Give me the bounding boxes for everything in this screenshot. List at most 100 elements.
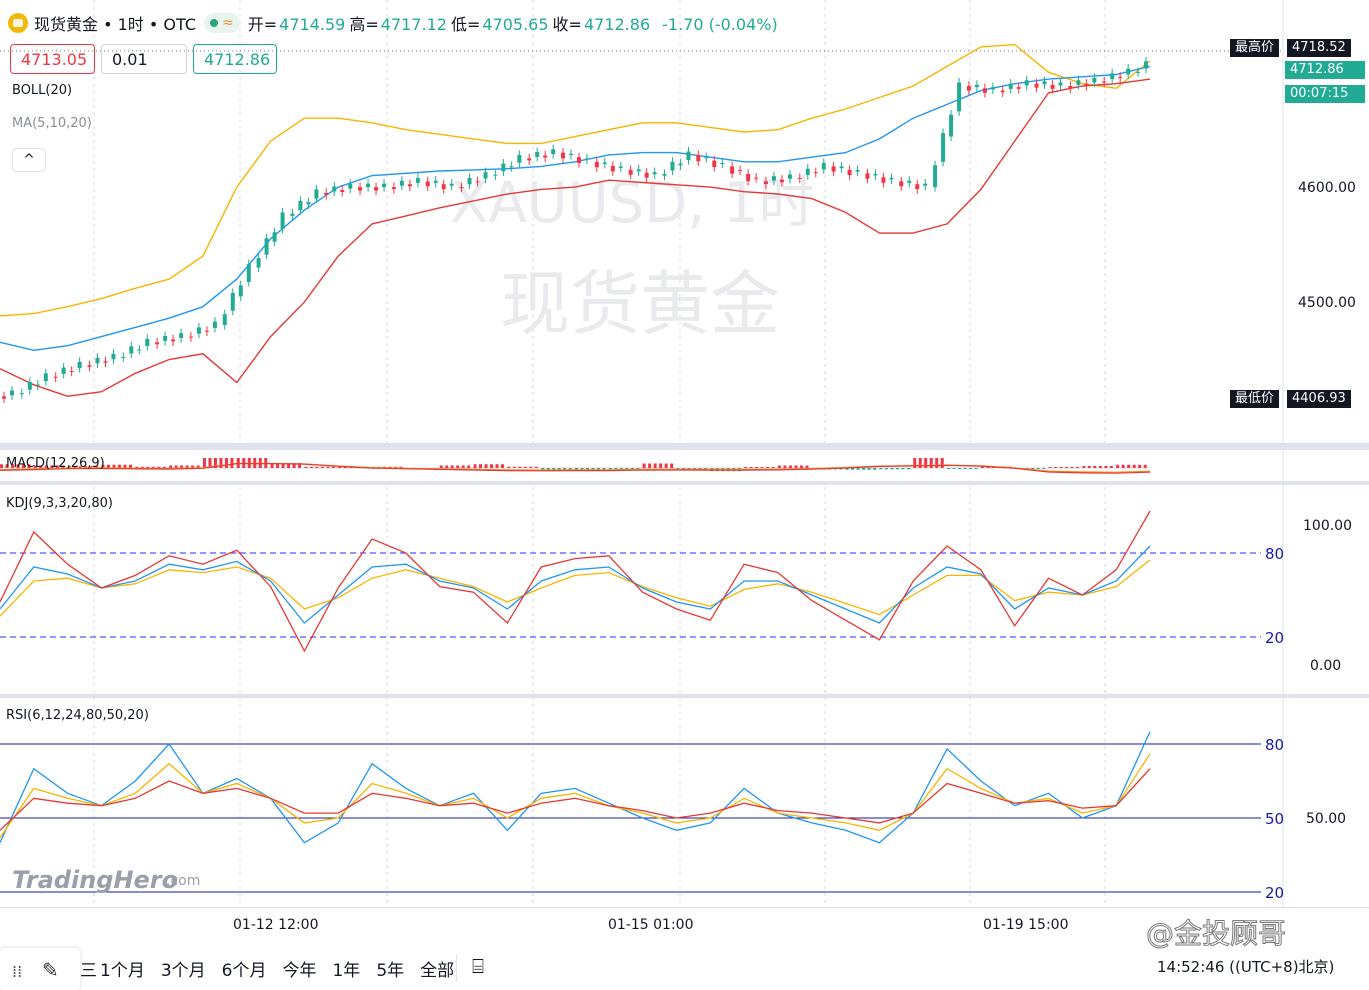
range-tab[interactable]: 5年 <box>376 961 405 981</box>
symbol-title[interactable]: 现货黄金 • 1时 • OTC <box>34 15 197 34</box>
candle-body <box>188 336 193 338</box>
drag-handle-icon[interactable]: ⁞⁞ <box>12 962 23 981</box>
boll-indicator-label[interactable]: BOLL(20) <box>12 83 73 98</box>
pane-separator <box>0 443 1369 450</box>
macd-histogram-bar <box>799 465 803 468</box>
candle-body <box>425 181 430 187</box>
macd-histogram-bar <box>591 468 595 470</box>
rsi-level-label: 80 <box>1265 736 1284 754</box>
candle-body <box>222 314 227 326</box>
range-frag[interactable]: 三 <box>80 961 97 981</box>
range-tab[interactable]: 1年 <box>332 961 361 981</box>
macd-histogram-bar <box>219 458 223 468</box>
candle-body <box>813 172 818 174</box>
macd-histogram-bar <box>276 463 280 468</box>
candle-body <box>535 152 540 157</box>
candle-body <box>290 213 295 216</box>
macd-histogram-bar <box>664 463 668 468</box>
candle-body <box>493 174 498 176</box>
macd-histogram-bar <box>568 468 572 470</box>
macd-histogram-bar <box>557 468 561 470</box>
macd-histogram-bar <box>224 458 228 468</box>
watermark-symbol: XAUUSD, 1时 <box>450 171 815 236</box>
ohlc-item: 开= 4714.59 <box>248 15 348 34</box>
candle-body <box>179 333 184 338</box>
macd-histogram-bar <box>974 468 978 469</box>
macd-histogram-bar <box>162 466 166 468</box>
candle-body <box>1110 73 1115 80</box>
macd-indicator-label[interactable]: MACD(12,26,9) <box>6 456 105 471</box>
candle-body <box>332 186 337 192</box>
candle-body <box>644 172 649 178</box>
low-price-label: 最低价 <box>1230 390 1280 408</box>
macd-histogram-bar <box>845 468 849 470</box>
kdj-indicator-label[interactable]: KDJ(9,3,3,20,80) <box>6 496 113 511</box>
candle-body <box>941 133 946 162</box>
macd-histogram-bar <box>456 465 460 468</box>
macd-histogram-bar <box>320 466 324 468</box>
macd-histogram-bar <box>490 464 494 468</box>
candle-body <box>467 177 472 185</box>
macd-histogram-bar <box>33 465 37 468</box>
macd-histogram-bar <box>940 458 944 468</box>
macd-histogram-bar <box>101 464 105 468</box>
price-tick-label: 4600.00 <box>1298 180 1356 196</box>
macd-histogram-bar <box>755 467 759 468</box>
timezone-clock[interactable]: 14:52:46 ((UTC+8)北京) <box>1157 958 1335 976</box>
candle-body <box>696 154 701 162</box>
sell-price-button[interactable]: 4713.05 <box>10 44 95 74</box>
candle-body <box>602 162 607 164</box>
candle-body <box>306 202 311 205</box>
macd-histogram-bar <box>298 463 302 468</box>
macd-histogram-bar <box>648 463 652 468</box>
macd-histogram-bar <box>169 465 173 468</box>
candle-body <box>1126 68 1131 75</box>
candle-body <box>1102 81 1107 83</box>
candle-body <box>391 187 396 190</box>
ohlc-key: 低= <box>450 15 481 34</box>
macd-histogram-bar <box>473 464 477 468</box>
high-price-value: 4718.52 <box>1287 39 1351 57</box>
candle-body <box>111 353 116 360</box>
macd-histogram-bar <box>1065 467 1069 468</box>
candle-body <box>256 258 261 268</box>
candle-body <box>771 176 776 181</box>
macd-histogram-bar <box>608 468 612 470</box>
rsi-indicator-label[interactable]: RSI(6,12,24,80,50,20) <box>6 708 149 723</box>
candle-body <box>230 292 235 311</box>
price-tick-label: 4500.00 <box>1298 295 1356 311</box>
market-status-pill[interactable]: ≈ <box>204 13 240 33</box>
candle-body <box>746 173 751 182</box>
quantity-input[interactable]: 0.01 <box>101 44 187 74</box>
range-tab[interactable]: 3个月 <box>160 961 206 981</box>
calendar-range-icon[interactable]: ⌸ <box>472 954 484 978</box>
candle-body <box>686 151 691 161</box>
macd-histogram-bar <box>270 463 274 468</box>
macd-histogram-bar <box>461 465 465 468</box>
ohlc-value: 4717.12 <box>380 15 447 34</box>
drawing-toolbar-toggle[interactable]: ⁞⁞ ✎ <box>0 948 80 990</box>
draw-pen-icon[interactable]: ✎ <box>42 958 59 982</box>
candle-body <box>280 212 285 229</box>
macd-histogram-bar <box>963 468 967 469</box>
candle-body <box>966 85 971 91</box>
ma-indicator-label[interactable]: MA(5,10,20) <box>12 116 92 131</box>
range-tab[interactable]: 6个月 <box>221 961 267 981</box>
macd-histogram-bar <box>191 465 195 468</box>
collapse-indicators-button[interactable]: ^ <box>12 148 46 172</box>
candle-body <box>433 180 438 183</box>
macd-histogram-bar <box>867 468 871 470</box>
range-tab[interactable]: 全部 <box>420 961 455 981</box>
macd-histogram-bar <box>890 468 894 470</box>
ohlc-key: 高= <box>349 15 379 34</box>
ohlc-value: -1.70 (-0.04%) <box>662 15 778 34</box>
buy-price-button[interactable]: 4712.86 <box>193 44 277 74</box>
date-range-tabs: 三 <box>80 956 113 981</box>
range-tab[interactable]: 1个月 <box>100 961 145 981</box>
candle-body <box>121 356 126 358</box>
macd-histogram-bar <box>777 465 781 468</box>
range-tab[interactable]: 今年 <box>282 961 317 981</box>
candle-body <box>163 335 168 341</box>
